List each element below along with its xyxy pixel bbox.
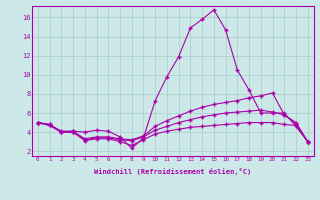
X-axis label: Windchill (Refroidissement éolien,°C): Windchill (Refroidissement éolien,°C) <box>94 168 252 175</box>
